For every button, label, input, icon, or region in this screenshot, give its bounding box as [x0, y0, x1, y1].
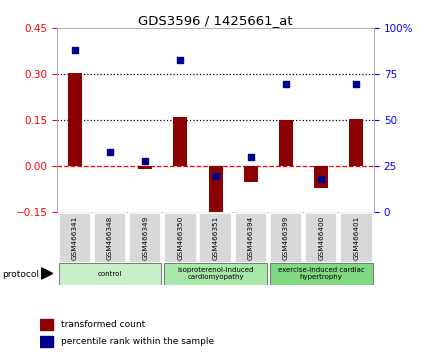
FancyBboxPatch shape [270, 213, 302, 263]
Bar [40, 336, 53, 347]
Text: GSM466349: GSM466349 [142, 216, 148, 260]
Polygon shape [41, 268, 53, 279]
Bar [138, 166, 152, 170]
Text: GSM466348: GSM466348 [107, 216, 113, 260]
Point [212, 173, 219, 178]
FancyBboxPatch shape [94, 213, 126, 263]
Text: exercise-induced cardiac
hypertrophy: exercise-induced cardiac hypertrophy [278, 268, 365, 280]
Point [247, 154, 254, 160]
Bar [314, 166, 328, 188]
Text: GSM466341: GSM466341 [72, 216, 78, 260]
Point [177, 57, 184, 62]
FancyBboxPatch shape [164, 213, 197, 263]
Point [106, 149, 114, 154]
Bar [40, 319, 53, 330]
FancyBboxPatch shape [59, 213, 91, 263]
Text: protocol: protocol [2, 270, 39, 279]
Text: GSM466394: GSM466394 [248, 216, 254, 260]
FancyBboxPatch shape [340, 213, 373, 263]
Bar [279, 120, 293, 166]
Text: isoproterenol-induced
cardiomyopathy: isoproterenol-induced cardiomyopathy [177, 268, 254, 280]
FancyBboxPatch shape [164, 263, 267, 285]
Title: GDS3596 / 1425661_at: GDS3596 / 1425661_at [138, 14, 293, 27]
Text: control: control [98, 271, 122, 277]
Text: percentile rank within the sample: percentile rank within the sample [61, 337, 214, 346]
Text: GSM466351: GSM466351 [213, 216, 219, 260]
Bar [173, 117, 187, 166]
Text: GSM466400: GSM466400 [318, 216, 324, 260]
Point [142, 158, 149, 164]
Text: GSM466350: GSM466350 [177, 216, 183, 260]
Point [282, 81, 290, 86]
FancyBboxPatch shape [235, 213, 267, 263]
Bar [244, 166, 258, 182]
Point [353, 81, 360, 86]
Bar [68, 73, 82, 166]
Text: GSM466401: GSM466401 [353, 216, 359, 260]
FancyBboxPatch shape [305, 213, 337, 263]
FancyBboxPatch shape [270, 263, 373, 285]
Bar [209, 166, 223, 222]
Text: transformed count: transformed count [61, 320, 145, 329]
Bar [349, 119, 363, 166]
FancyBboxPatch shape [129, 213, 161, 263]
Point [318, 176, 325, 182]
Text: GSM466399: GSM466399 [283, 216, 289, 260]
FancyBboxPatch shape [59, 263, 161, 285]
Point [71, 47, 78, 53]
FancyBboxPatch shape [199, 213, 232, 263]
